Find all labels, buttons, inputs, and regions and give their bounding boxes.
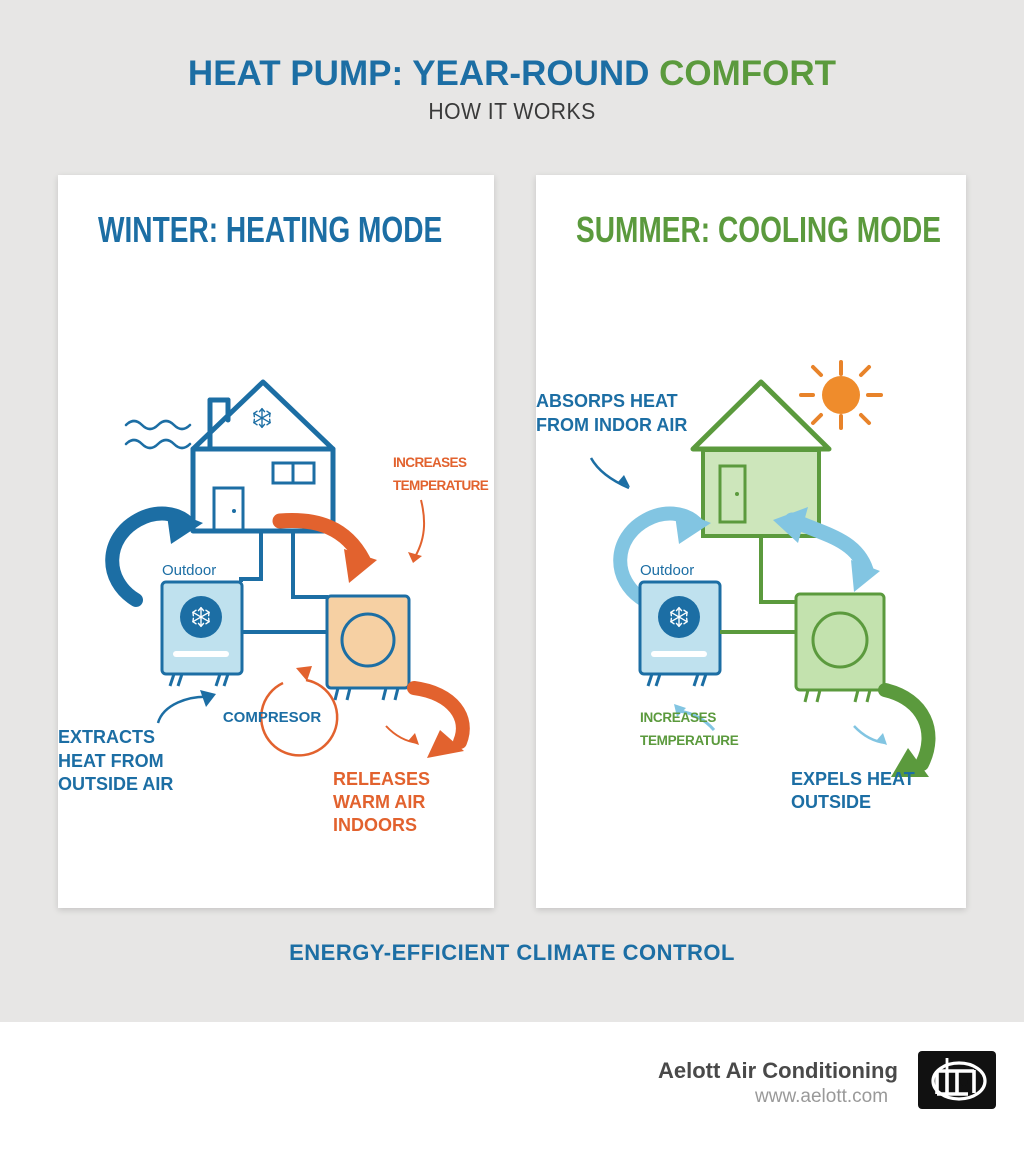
svg-text:EXPELS HEAT: EXPELS HEAT [791,769,915,789]
svg-text:TEMPERATURE: TEMPERATURE [640,733,739,748]
svg-text:INCREASES: INCREASES [640,710,716,725]
svg-text:INDOORS: INDOORS [333,815,417,835]
svg-text:COMPRESOR: COMPRESOR [223,709,322,726]
svg-text:WARM AIR: WARM AIR [333,792,425,812]
svg-text:FROM INDOR AIR: FROM INDOR AIR [536,415,687,435]
svg-text:INCREASES: INCREASES [393,455,467,470]
svg-text:OUTSIDE AIR: OUTSIDE AIR [58,774,173,794]
svg-text:Outdoor: Outdoor [640,562,694,579]
svg-text:HEAT FROM: HEAT FROM [58,751,164,771]
svg-text:RELEASES: RELEASES [333,769,430,789]
svg-text:ABSORPS HEAT: ABSORPS HEAT [536,391,678,411]
svg-text:TEMPERATURE: TEMPERATURE [393,478,489,493]
svg-text:OUTSIDE: OUTSIDE [791,792,871,812]
svg-text:EXTRACTS: EXTRACTS [58,727,155,747]
svg-text:Outdoor: Outdoor [162,562,216,579]
